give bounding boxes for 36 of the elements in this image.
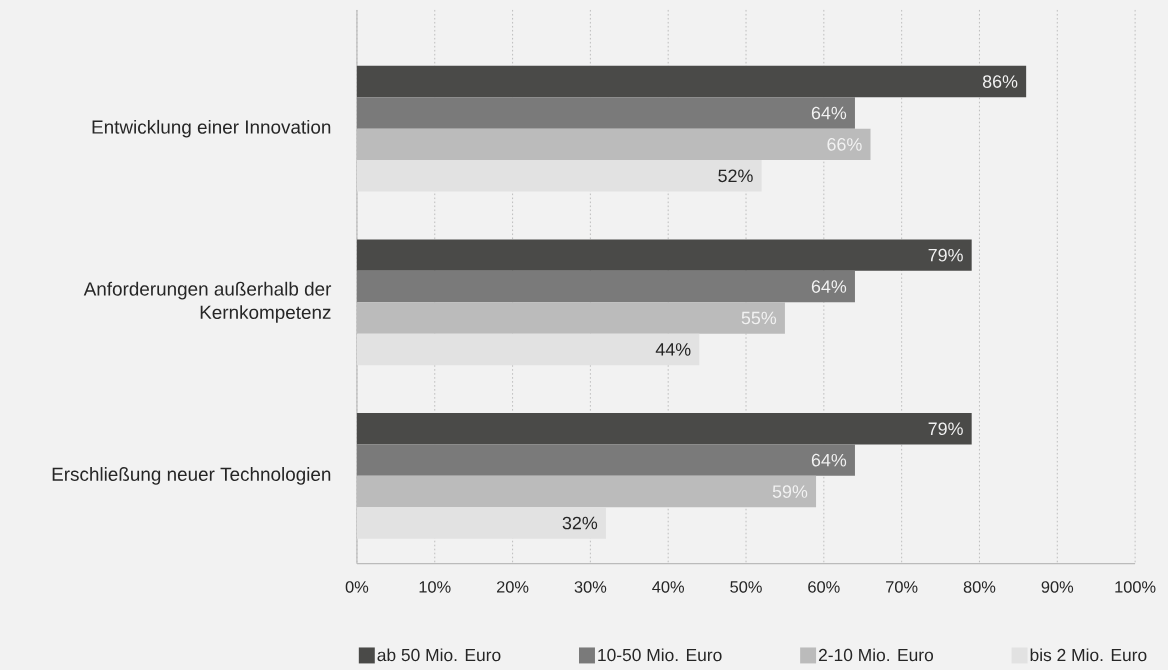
bar — [356, 444, 855, 476]
data-label: 64% — [811, 280, 847, 293]
x-tick-label: 80% — [963, 580, 996, 593]
y-tick-label: Anforderungen außerhalb der Kernkompetenz — [83, 281, 332, 323]
x-tick-label: 50% — [730, 580, 762, 593]
bar — [356, 270, 855, 303]
data-label: 79% — [928, 422, 963, 435]
x-tick-label: 70% — [886, 580, 918, 593]
x-tick-label: 90% — [1041, 580, 1074, 593]
legend-label: 2-10 Mio. Euro — [818, 648, 934, 661]
bar — [356, 412, 972, 445]
bar — [356, 507, 606, 539]
data-label: 86% — [982, 75, 1018, 88]
bar — [356, 65, 1027, 98]
legend-label: ab 50 Mio. Euro — [377, 648, 501, 661]
x-tick-label: 40% — [652, 580, 685, 593]
x-tick-label: 20% — [496, 580, 529, 593]
bar — [356, 239, 972, 271]
data-label: 79% — [928, 248, 963, 262]
x-tick-label: 100% — [1115, 580, 1156, 593]
y-tick-label: Erschließung neuer Technologien — [52, 466, 331, 485]
data-label: 64% — [811, 106, 847, 120]
x-tick-label: 0% — [345, 580, 369, 593]
legend-label: bis 2 Mio. Euro — [1030, 648, 1147, 661]
x-tick-label: 30% — [574, 580, 607, 593]
data-label: 52% — [718, 169, 753, 182]
bar — [356, 97, 855, 129]
data-label: 64% — [811, 453, 847, 467]
legend-label: 10-50 Mio. Euro — [598, 648, 722, 661]
x-tick-label: 60% — [808, 580, 840, 593]
data-label: 32% — [562, 516, 598, 530]
y-tick-label: Entwicklung einer Innovation — [92, 119, 331, 138]
bar — [356, 333, 700, 365]
x-tick-label: 10% — [419, 580, 451, 593]
bar — [356, 159, 762, 192]
data-label: 44% — [655, 342, 691, 356]
